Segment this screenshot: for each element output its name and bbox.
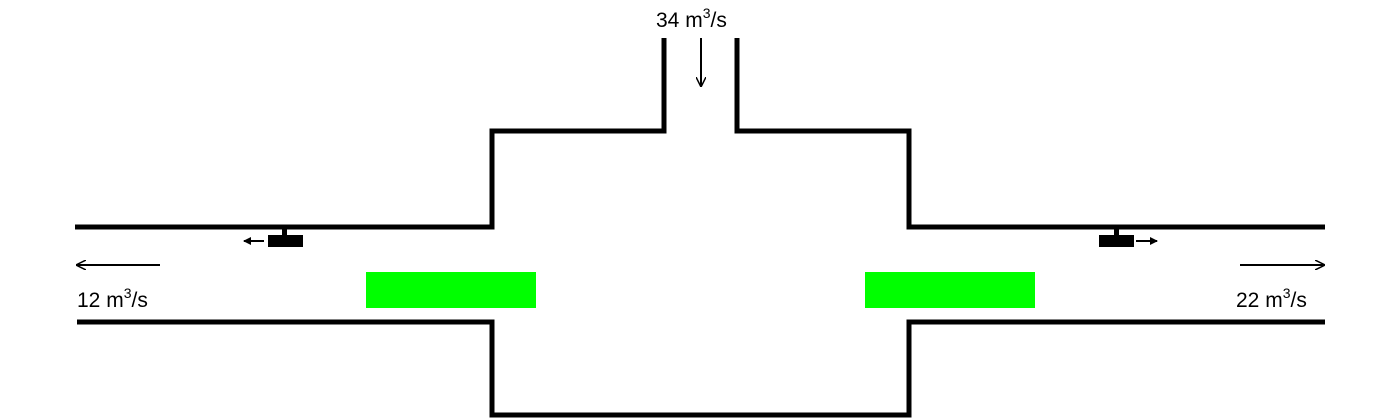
right-outlet-flow-unit-exp: 3 [1282,285,1291,301]
right-flow-sensor [1099,228,1158,247]
right-outlet-flow-label: 22 m3/s [1236,286,1307,312]
inlet-flow-unit-exp: 3 [702,5,711,21]
lower-wall [77,319,1325,418]
upper-wall-left [75,38,667,230]
right-outlet-flow-value: 22 [1236,289,1260,312]
left-outlet-flow-label: 12 m3/s [77,286,148,312]
inlet-flow-label: 34 m3/s [656,6,727,32]
left-flow-sensor [243,228,303,247]
right-outlet-flow-unit-tail: /s [1290,289,1307,312]
left-outlet-flow-unit-base: m [106,289,124,312]
duct-walls [75,38,1325,418]
upper-wall-right [734,38,1325,230]
left-outlet-flow-unit-tail: /s [131,289,148,312]
right-outlet-flow-unit-base: m [1265,289,1283,312]
inlet-flow-unit-base: m [685,9,703,32]
left-outlet-flow-unit-exp: 3 [123,285,132,301]
filter-right [865,272,1035,308]
inlet-flow-value: 34 [656,9,680,32]
left-outlet-flow-value: 12 [77,289,101,312]
inlet-flow-unit-tail: /s [710,9,727,32]
filter-left [366,272,536,308]
